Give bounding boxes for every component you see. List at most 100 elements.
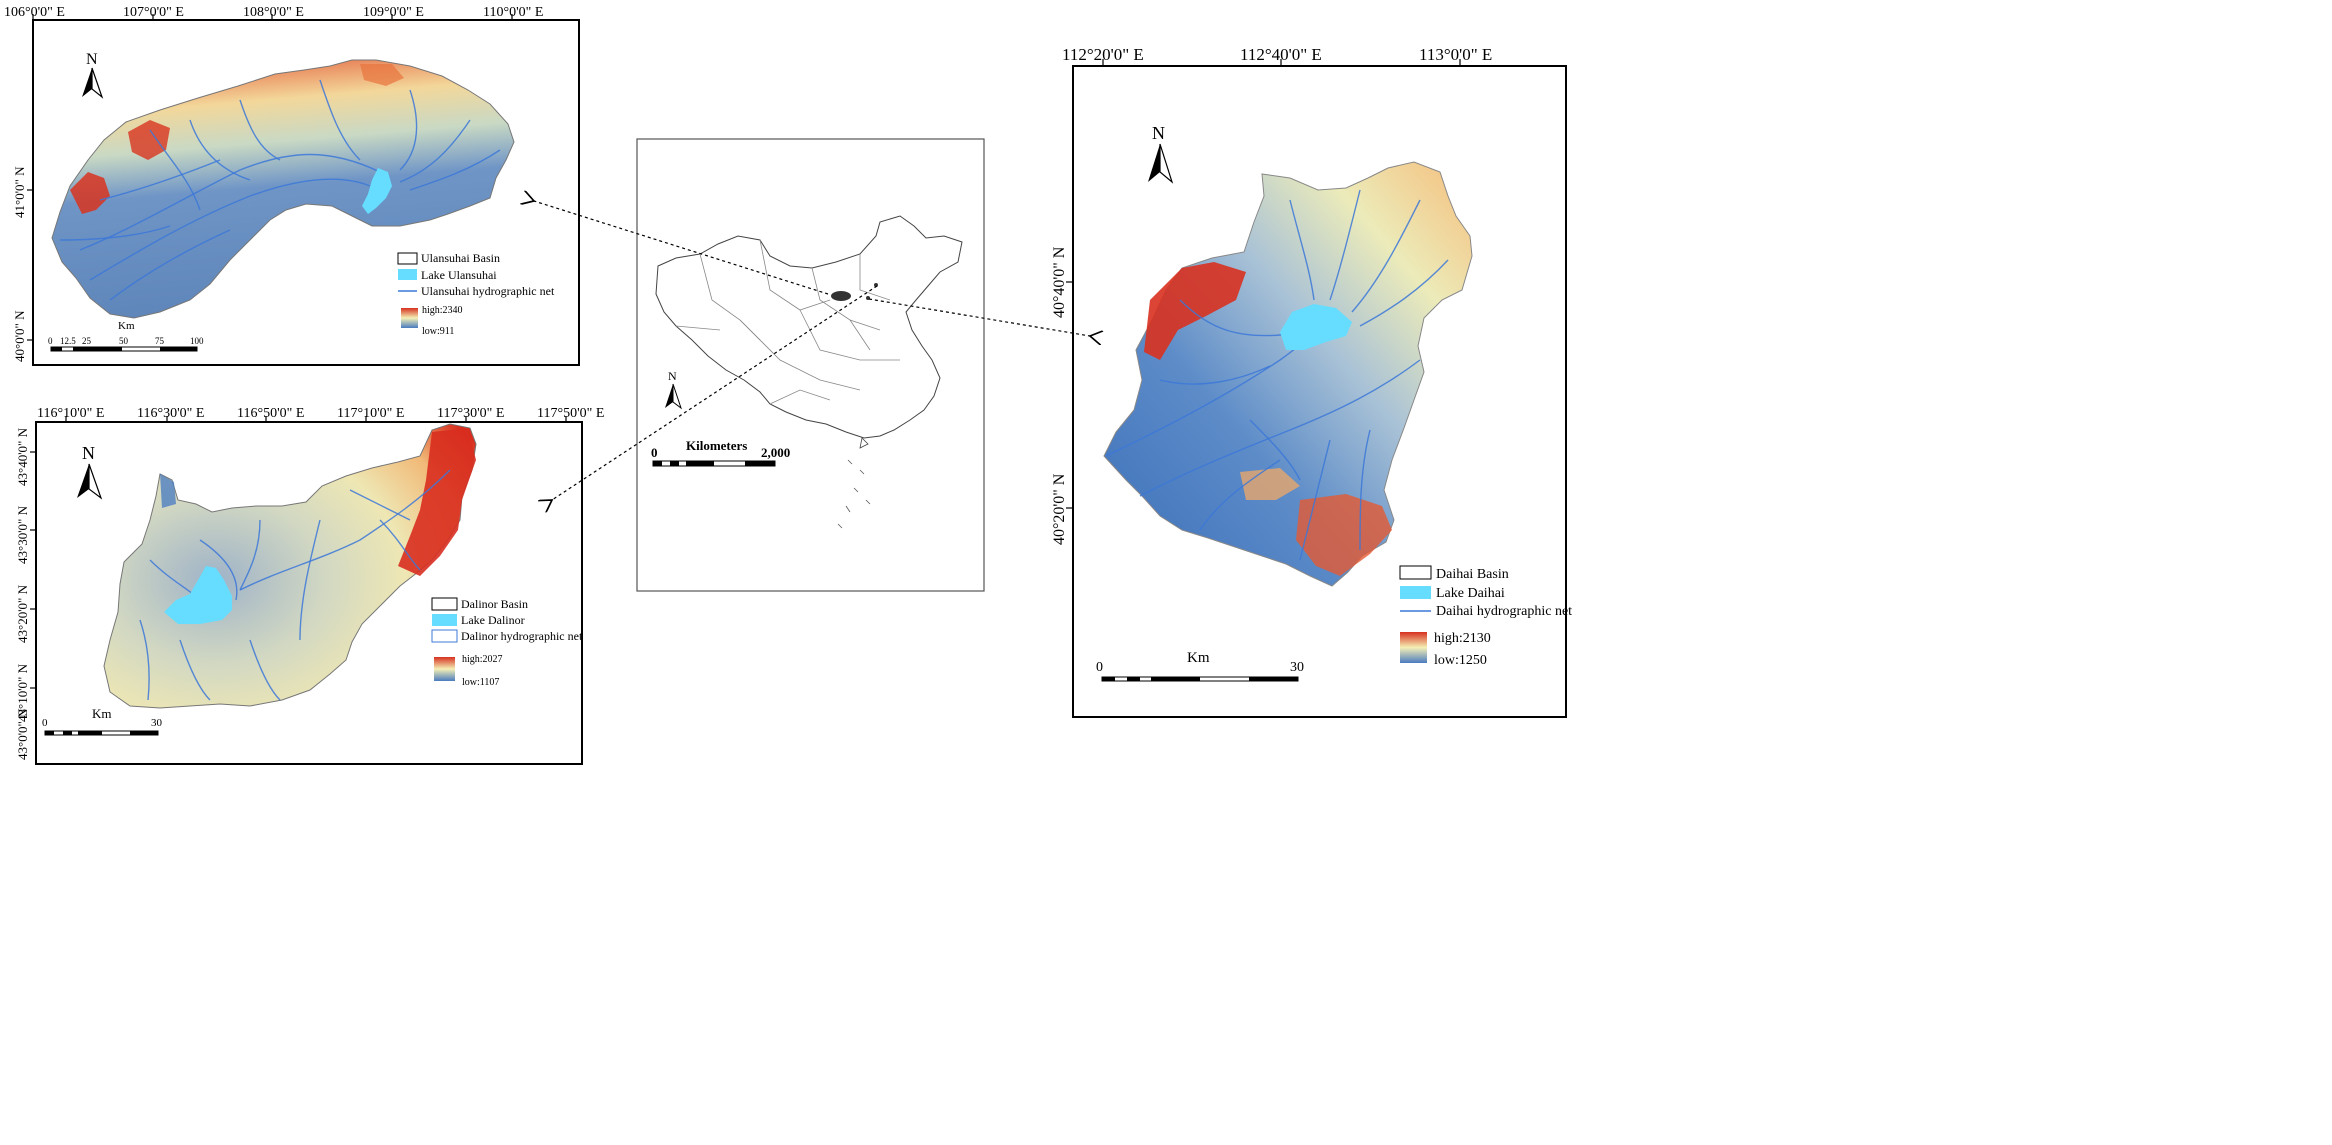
scale-unit: Km <box>118 320 135 332</box>
legend-basin-swatch <box>1399 565 1432 580</box>
map-frame <box>1072 65 1567 718</box>
lon-label: 113°0'0" E <box>1419 45 1492 64</box>
legend-lake-label: Lake Ulansuhai <box>421 268 497 282</box>
map-frame <box>636 138 985 592</box>
north-label: N <box>86 51 98 68</box>
scale-tick: 100 <box>190 336 204 346</box>
lon-label: 108°0'0" E <box>243 5 304 20</box>
legend-lake-swatch <box>1400 586 1431 599</box>
ulansuhai-location <box>831 291 851 301</box>
lat-label: 43°10'0" N <box>15 663 30 722</box>
north-arrow-icon <box>82 68 92 97</box>
dalinor-rivers <box>139 469 451 701</box>
lon-label: 116°30'0" E <box>137 406 204 421</box>
scale-unit: Km <box>1187 650 1210 666</box>
legend: Dalinor Basin Lake Dalinor Dalinor hydro… <box>431 597 583 688</box>
legend-basin-label: Daihai Basin <box>1436 567 1509 582</box>
legend-net-label: Dalinor hydrographic net <box>461 629 583 643</box>
scale-bar: Km 0 30 <box>42 706 163 736</box>
legend-basin-label: Ulansuhai Basin <box>421 251 500 265</box>
legend-elevation-ramp <box>1400 632 1427 663</box>
north-label: N <box>1152 123 1165 143</box>
legend-net-label: Daihai hydrographic net <box>1436 604 1572 619</box>
legend-basin-swatch <box>431 597 458 611</box>
map-china: N Kilometers 0 2,000 <box>636 138 985 592</box>
hainan-island <box>859 437 869 449</box>
scale-tick: 0 <box>42 717 48 729</box>
map-dalinor: 116°10'0" E 116°30'0" E 116°50'0" E 117°… <box>15 406 604 765</box>
legend-high-label: high:2130 <box>1434 631 1491 646</box>
lat-axis: 43°40'0" N 43°30'0" N 43°20'0" N 43°10'0… <box>15 427 36 760</box>
lon-axis: 112°20'0" E 112°40'0" E 113°0'0" E <box>1062 45 1492 66</box>
lon-label: 117°10'0" E <box>337 406 404 421</box>
lon-axis: 106°0'0" E 107°0'0" E 108°0'0" E 109°0'0… <box>4 5 543 20</box>
lake-ulansuhai <box>362 168 392 214</box>
lon-axis: 116°10'0" E 116°30'0" E 116°50'0" E 117°… <box>37 406 604 422</box>
lat-label: 43°0'0" N <box>15 708 30 760</box>
north-label: N <box>82 443 95 463</box>
legend-low-label: low:911 <box>422 326 454 337</box>
lat-label: 43°40'0" N <box>15 427 30 486</box>
lat-label: 43°30'0" N <box>15 505 30 564</box>
legend-lake-swatch <box>398 269 417 280</box>
map-ulansuhai: 106°0'0" E 107°0'0" E 108°0'0" E 109°0'0… <box>4 5 580 366</box>
lat-axis: 41°0'0" N 40°0'0" N <box>12 166 33 362</box>
legend-low-label: low:1107 <box>462 677 499 688</box>
scale-tick: 50 <box>119 336 129 346</box>
north-arrow: N <box>82 51 104 99</box>
scale-bar: Km 0 12.5 25 50 75 100 <box>48 320 204 352</box>
lat-label: 40°40'0" N <box>1051 246 1068 318</box>
lon-label: 116°10'0" E <box>37 406 104 421</box>
lat-label: 40°20'0" N <box>1051 473 1068 545</box>
lon-label: 117°30'0" E <box>437 406 504 421</box>
scale-unit: Km <box>92 706 112 721</box>
arrow-to-daihai <box>868 298 1090 336</box>
north-arrow-icon <box>665 384 673 408</box>
legend-lake-label: Lake Daihai <box>1436 586 1505 601</box>
north-label: N <box>668 369 677 383</box>
scale-tick: 75 <box>155 336 165 346</box>
ulansuhai-rivers <box>59 79 501 301</box>
legend-high-label: high:2027 <box>462 654 503 665</box>
scale-tick: 25 <box>82 336 92 346</box>
lake-dalinor <box>164 566 232 624</box>
lon-label: 116°50'0" E <box>237 406 304 421</box>
lon-label: 112°40'0" E <box>1240 45 1322 64</box>
lat-label: 43°20'0" N <box>15 584 30 643</box>
scale-unit: Kilometers <box>686 438 747 453</box>
daihai-basin <box>1103 161 1473 587</box>
legend-elevation-ramp <box>434 657 455 681</box>
north-arrow-icon <box>1148 144 1160 182</box>
legend-lake-label: Lake Dalinor <box>461 613 525 627</box>
arrow-to-dalinor <box>552 285 878 500</box>
north-arrow: N <box>77 443 103 500</box>
connector-arrows <box>534 201 1090 500</box>
lon-label: 117°50'0" E <box>537 406 604 421</box>
scale-bar: Km 0 30 <box>1096 650 1304 682</box>
map-frame <box>32 19 580 366</box>
scale-tick: 0 <box>651 445 658 460</box>
north-arrow: N <box>665 369 682 410</box>
lon-label: 109°0'0" E <box>363 5 424 20</box>
lon-label: 112°20'0" E <box>1062 45 1144 64</box>
legend-high-label: high:2340 <box>422 305 463 316</box>
scale-bar: Kilometers 0 2,000 <box>651 438 790 467</box>
scale-tick: 30 <box>151 717 163 729</box>
legend-net-swatch <box>431 629 458 643</box>
legend: Ulansuhai Basin Lake Ulansuhai Ulansuhai… <box>397 251 555 337</box>
lat-label: 40°0'0" N <box>12 310 27 362</box>
north-arrow-icon <box>77 464 89 498</box>
ulansuhai-basin <box>51 59 515 319</box>
legend: Daihai Basin Lake Daihai Daihai hydrogra… <box>1399 565 1572 668</box>
legend-net-label: Ulansuhai hydrographic net <box>421 284 555 298</box>
scale-tick: 0 <box>1096 660 1103 675</box>
legend-low-label: low:1250 <box>1434 653 1487 668</box>
legend-basin-label: Dalinor Basin <box>461 597 528 611</box>
lake-daihai <box>1280 304 1352 350</box>
china-outline <box>655 215 963 439</box>
scale-tick: 0 <box>48 336 53 346</box>
lat-label: 41°0'0" N <box>12 166 27 218</box>
lon-label: 110°0'0" E <box>483 5 543 20</box>
map-frame <box>35 421 583 765</box>
